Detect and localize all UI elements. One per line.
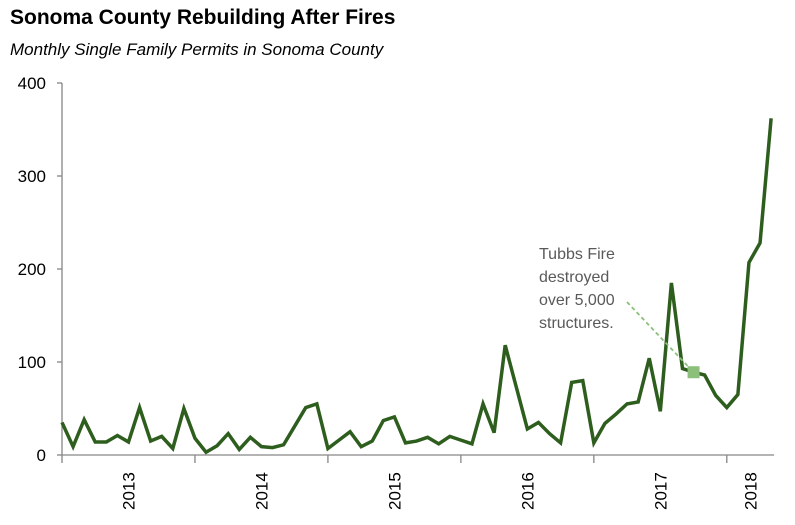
annotation-text: over 5,000: [539, 292, 615, 309]
x-tick-label: 2015: [385, 472, 404, 510]
x-tick-label: 2018: [741, 472, 760, 510]
x-tick-label: 2016: [518, 472, 537, 510]
y-tick-label: 100: [18, 353, 46, 372]
annotation-text: structures.: [539, 315, 614, 332]
annotation-leader-line: [626, 301, 695, 373]
x-tick-label: 2017: [651, 472, 670, 510]
data-line: [60, 118, 773, 455]
chart-subtitle: Monthly Single Family Permits in Sonoma …: [10, 40, 384, 59]
annotation-text: destroyed: [539, 269, 609, 286]
y-tick-label: 300: [18, 167, 46, 186]
chart-title: Sonoma County Rebuilding After Fires: [10, 6, 396, 29]
x-tick-label: 2014: [252, 472, 271, 510]
annotation-text: Tubbs Fire: [539, 246, 615, 263]
y-tick-label: 0: [37, 446, 46, 465]
y-tick-label: 400: [18, 74, 46, 93]
annotation-marker: [687, 366, 700, 379]
x-tick-label: 2013: [119, 472, 138, 510]
y-tick-label: 200: [18, 260, 46, 279]
